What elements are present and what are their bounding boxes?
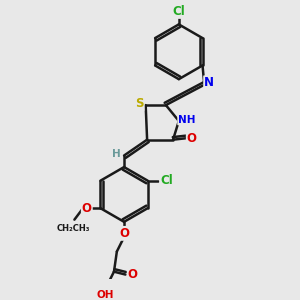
Text: NH: NH xyxy=(178,115,196,124)
Text: N: N xyxy=(204,76,214,89)
Text: O: O xyxy=(119,227,129,240)
Text: OH: OH xyxy=(97,290,114,300)
Text: Cl: Cl xyxy=(160,174,173,187)
Text: CH₂CH₃: CH₂CH₃ xyxy=(56,224,90,233)
Text: O: O xyxy=(128,268,138,281)
Text: O: O xyxy=(187,132,197,145)
Text: O: O xyxy=(82,202,92,214)
Text: H: H xyxy=(112,149,120,159)
Text: Cl: Cl xyxy=(172,5,185,18)
Text: S: S xyxy=(135,97,144,110)
